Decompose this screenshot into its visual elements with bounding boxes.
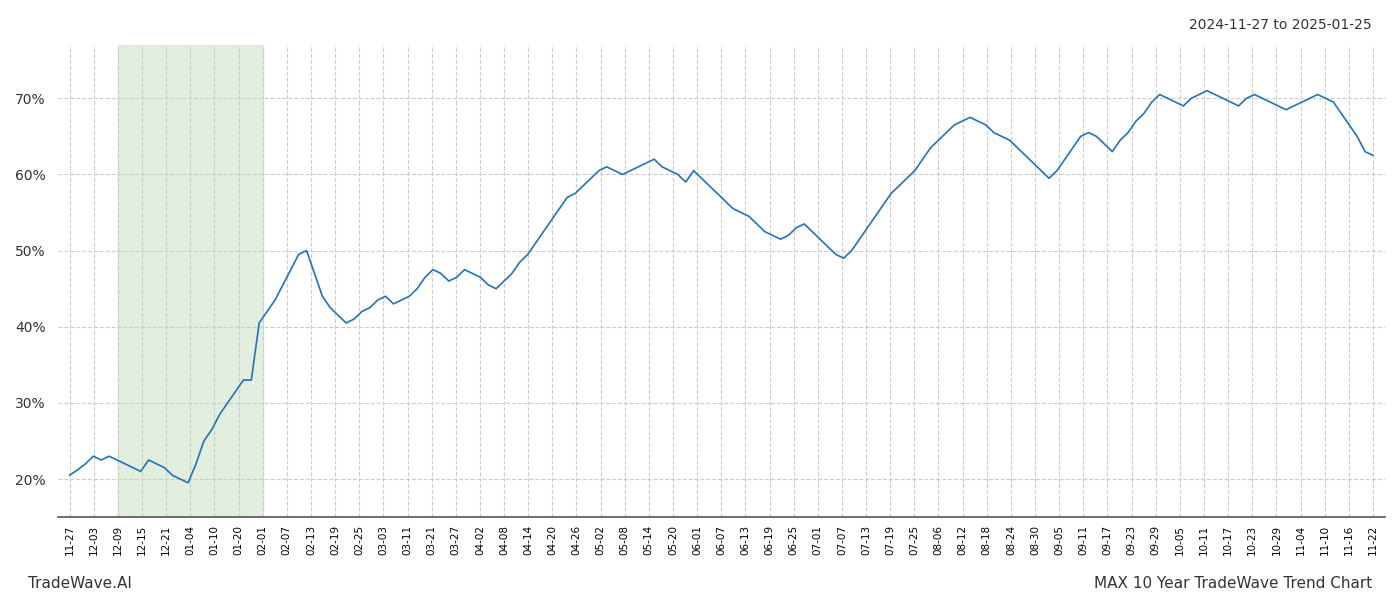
Text: 2024-11-27 to 2025-01-25: 2024-11-27 to 2025-01-25: [1190, 18, 1372, 32]
Text: MAX 10 Year TradeWave Trend Chart: MAX 10 Year TradeWave Trend Chart: [1093, 576, 1372, 591]
Bar: [118, 45, 263, 517]
Text: TradeWave.AI: TradeWave.AI: [28, 576, 132, 591]
